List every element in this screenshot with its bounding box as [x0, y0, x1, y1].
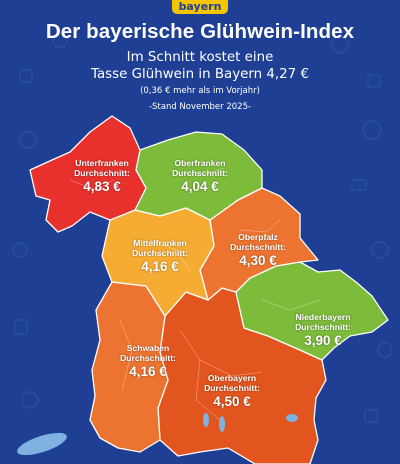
- subtitle-line-2: Tasse Glühwein in Bayern 4,27 €: [91, 67, 309, 82]
- region-average-label: Durchschnitt:: [204, 383, 260, 393]
- region-price: 3,90 €: [304, 333, 342, 348]
- region-average-label: Durchschnitt:: [172, 168, 228, 178]
- label-mittelfranken: Mittelfranken Durchschnitt: 4,16 €: [120, 238, 200, 275]
- page-title: Der bayerische Glühwein-Index: [45, 20, 355, 43]
- region-price: 4,16 €: [141, 259, 179, 274]
- label-niederbayern: Niederbayern Durchschnitt: 3,90 €: [282, 312, 364, 349]
- brand-label: bayern: [178, 0, 222, 13]
- region-price: 4,16 €: [129, 364, 167, 379]
- lake-starnberg: [219, 416, 225, 432]
- region-name: Unterfranken: [75, 158, 129, 168]
- region-name: Oberfranken: [174, 158, 226, 168]
- region-shape-schwaben: [89, 281, 169, 453]
- lake-chiemsee: [286, 414, 298, 422]
- region-average-label: Durchschnitt:: [132, 248, 188, 258]
- region-name: Oberpfalz: [238, 232, 278, 242]
- region-name: Mittelfranken: [133, 238, 187, 248]
- region-name: Schwaben: [126, 343, 170, 353]
- lake-bodensee: [17, 432, 67, 456]
- label-unterfranken: Unterfranken Durchschnitt: 4,83 €: [62, 158, 142, 195]
- label-oberbayern: Oberbayern Durchschnitt: 4,50 €: [192, 373, 272, 410]
- subtitle-line-3: (0,36 € mehr als im Vorjahr): [140, 86, 260, 96]
- region-price: 4,83 €: [83, 179, 121, 194]
- region-average-label: Durchschnitt:: [230, 242, 286, 252]
- region-average-label: Durchschnitt:: [120, 353, 176, 363]
- stand-date: -Stand November 2025-: [148, 102, 252, 112]
- label-oberpfalz: Oberpfalz Durchschnitt: 4,30 €: [218, 232, 298, 269]
- region-average-label: Durchschnitt:: [74, 168, 130, 178]
- region-price: 4,30 €: [239, 253, 277, 268]
- region-name: Niederbayern: [295, 312, 351, 322]
- lake-ammersee: [203, 413, 209, 427]
- region-name: Oberbayern: [207, 373, 257, 383]
- region-average-label: Durchschnitt:: [295, 322, 351, 332]
- region-shape-unterfranken: [29, 115, 147, 233]
- brand-tag: bayern: [172, 0, 228, 14]
- subtitle-line-1: Im Schnitt kostet eine: [126, 50, 274, 65]
- region-price: 4,50 €: [213, 394, 251, 409]
- label-schwaben: Schwaben Durchschnitt: 4,16 €: [108, 343, 188, 380]
- label-oberfranken: Oberfranken Durchschnitt: 4,04 €: [160, 158, 240, 195]
- region-price: 4,04 €: [181, 179, 219, 194]
